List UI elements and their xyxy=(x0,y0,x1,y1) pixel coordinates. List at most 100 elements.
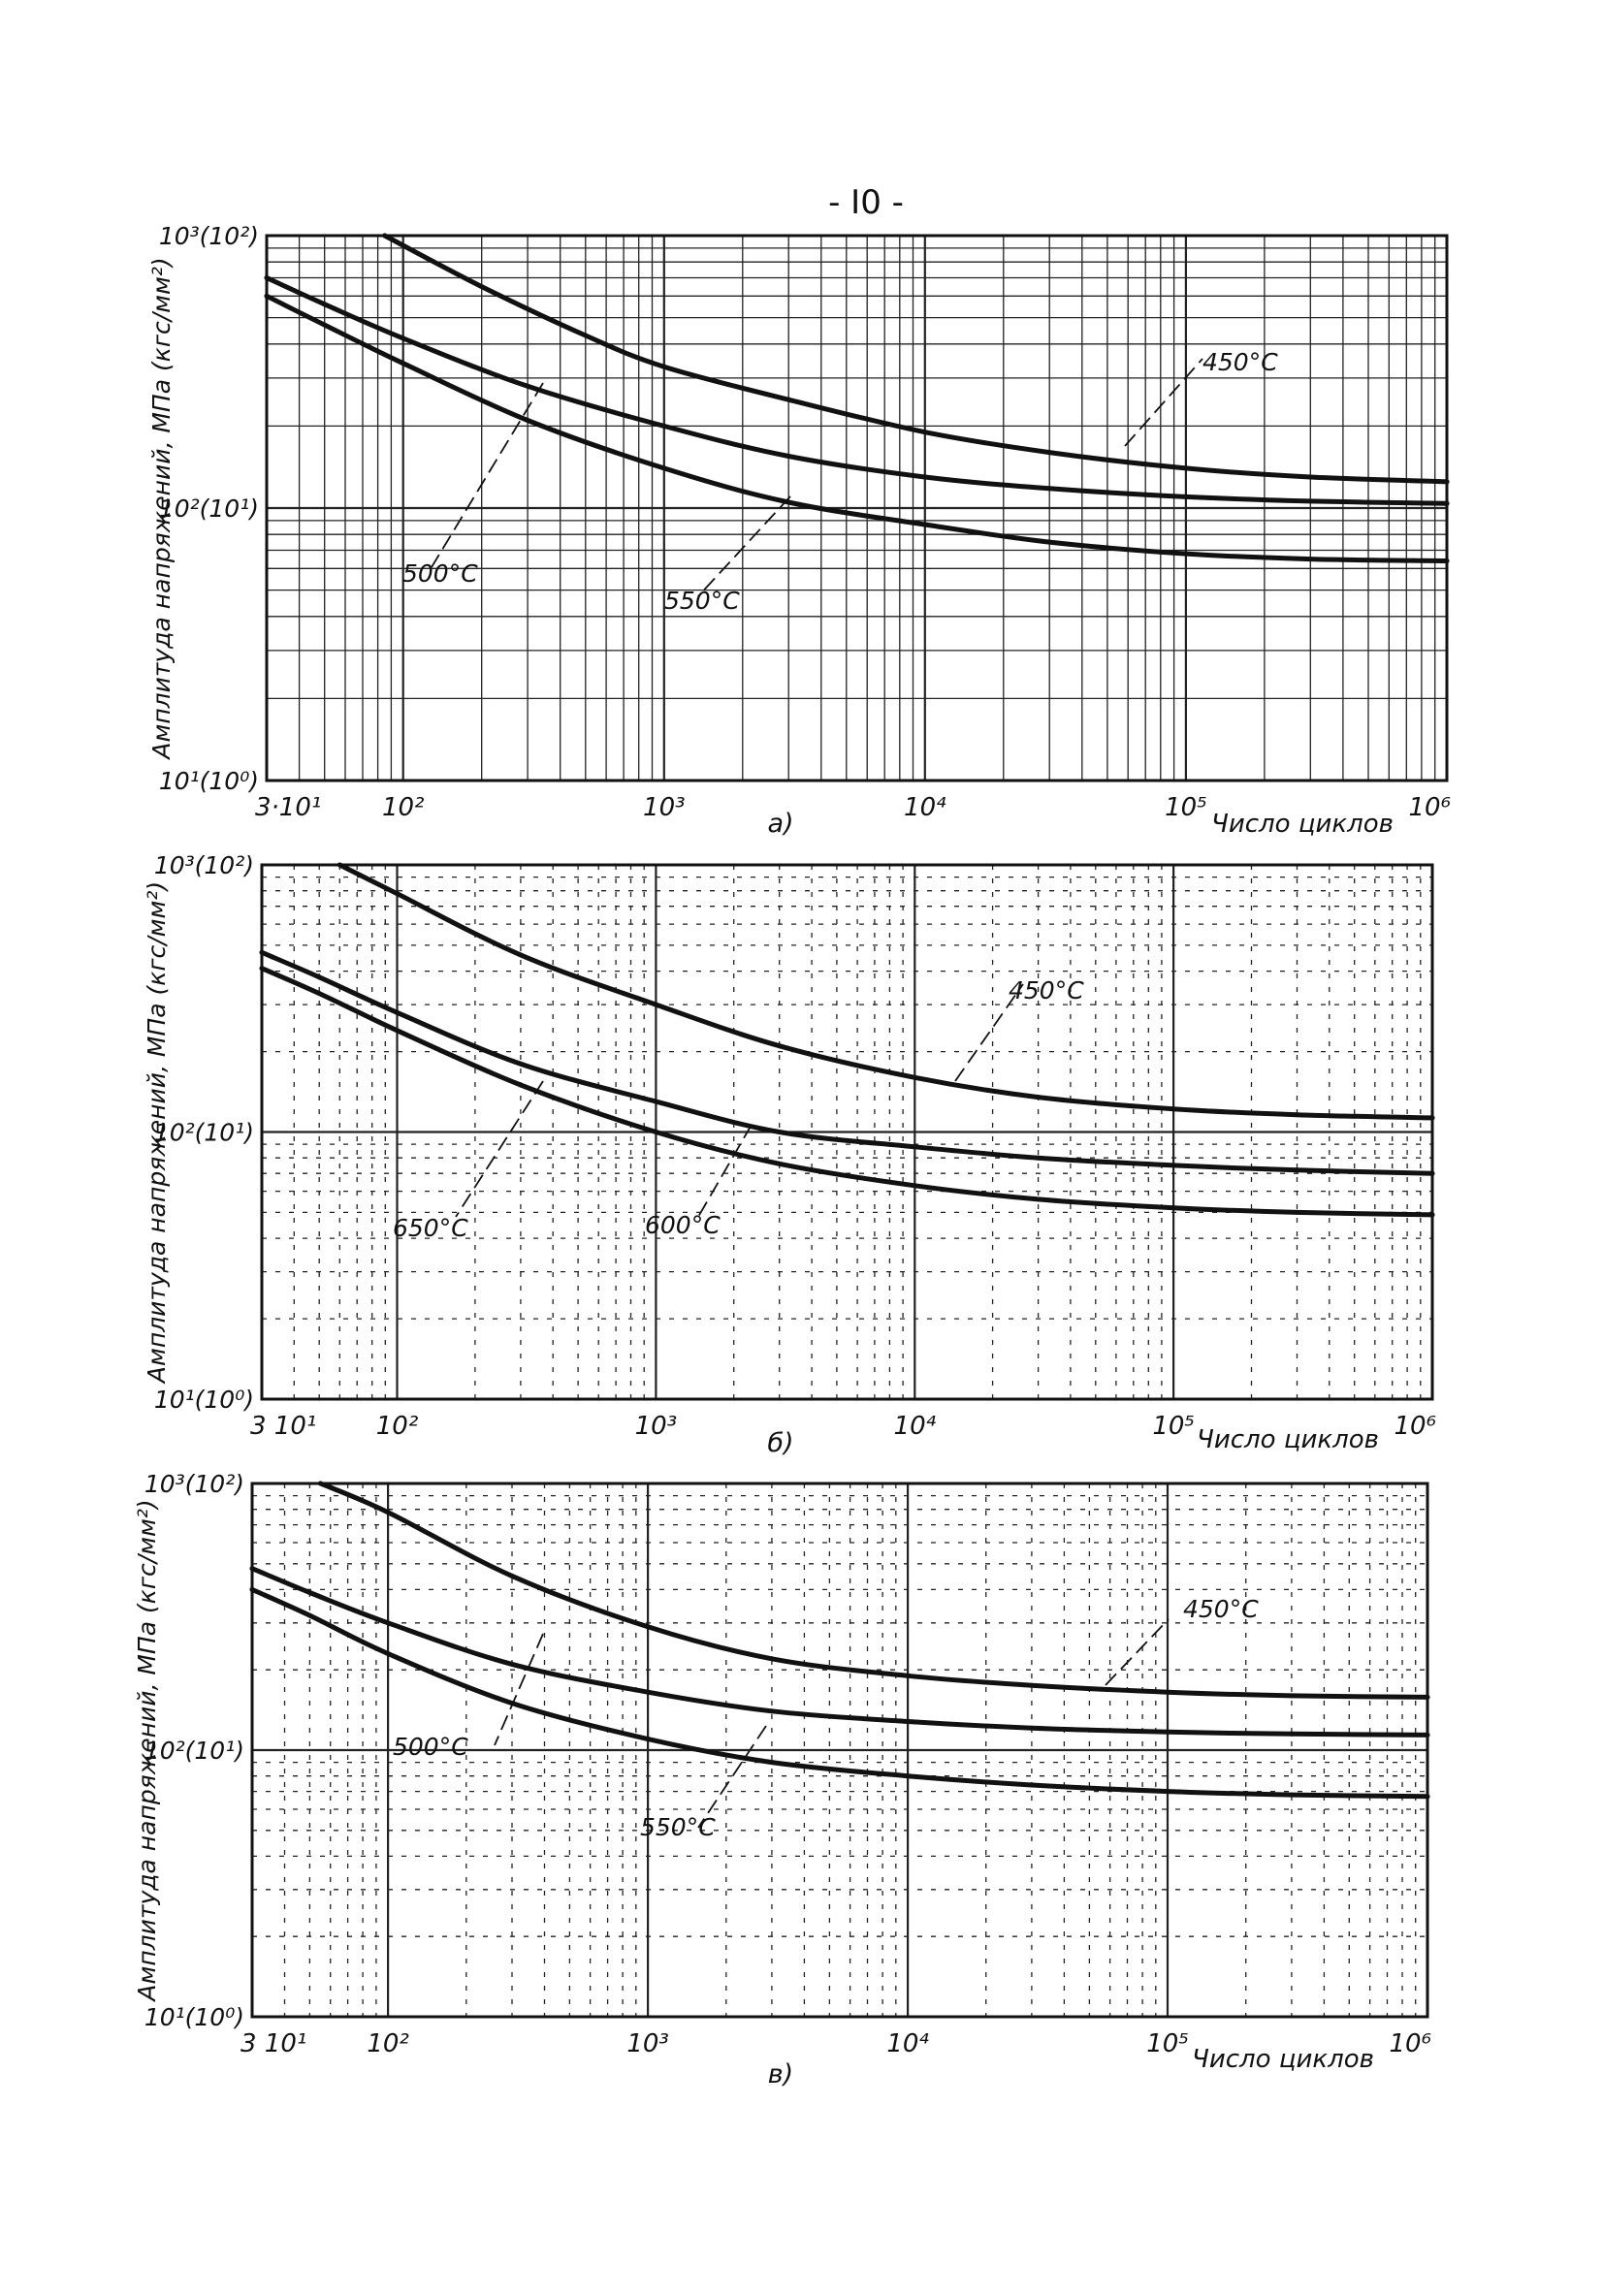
series-group xyxy=(264,233,1450,563)
data-point-500-c xyxy=(1165,1729,1170,1735)
x-tick-label: 10³ xyxy=(626,2029,669,2058)
x-tick-label: 10⁶ xyxy=(1389,2029,1431,2058)
series-line-650-c xyxy=(259,966,1435,1218)
plot-frame xyxy=(260,863,1434,1401)
x-tick-labels: 3 10¹ 10² 10³ 10⁴ 10⁵ 10⁶ xyxy=(250,1412,1436,1441)
data-point-500-c xyxy=(1029,1725,1035,1731)
y-axis-label: Амплитуда напряжений, МПа (кгс/мм²) xyxy=(147,257,176,760)
data-point-600-c xyxy=(912,1144,917,1150)
grid xyxy=(267,236,1447,781)
data-point-450-c xyxy=(1165,1689,1170,1695)
leader-line xyxy=(697,1725,767,1829)
data-point-550-c xyxy=(645,1737,651,1742)
series-label-500-c: 500°C xyxy=(402,559,478,588)
data-point-600-c xyxy=(1429,1170,1435,1176)
data-point-600-c xyxy=(1170,1163,1176,1168)
data-point-550-c xyxy=(769,1760,775,1766)
leader-lines: 450°C 600°C 650°C xyxy=(393,976,1084,1242)
leader-line xyxy=(697,495,791,597)
x-tick-label: 10³ xyxy=(635,1412,678,1441)
data-point-450-c xyxy=(1036,1095,1042,1100)
data-point-500-c xyxy=(645,1689,651,1695)
data-point-500-c xyxy=(401,335,406,341)
data-point-500-c xyxy=(509,1661,515,1667)
y-tick-label: 10²(10¹) xyxy=(159,494,259,523)
data-point-450-c xyxy=(382,233,388,239)
data-point-600-c xyxy=(1295,1167,1299,1173)
panel-label: в) xyxy=(768,2059,793,2089)
data-point-550-c xyxy=(306,1612,312,1618)
grid xyxy=(262,865,1432,1399)
data-point-550-c xyxy=(322,322,328,328)
x-tick-label: 3 10¹ xyxy=(240,2029,306,2058)
data-point-500-c xyxy=(525,383,530,389)
data-point-600-c xyxy=(395,1009,400,1015)
x-tick-label: 10² xyxy=(382,793,425,822)
plot-frame xyxy=(265,234,1449,782)
data-point-450-c xyxy=(1183,465,1189,471)
x-tick-label: 10⁵ xyxy=(1152,1412,1195,1441)
x-axis-label: Число циклов xyxy=(1192,2045,1374,2074)
data-point-500-c xyxy=(249,1566,255,1572)
data-point-550-c xyxy=(1165,1789,1170,1795)
data-point-450-c xyxy=(318,1481,323,1486)
x-tick-label: 10⁶ xyxy=(1394,1412,1436,1441)
data-point-600-c xyxy=(777,1130,783,1134)
data-point-550-c xyxy=(1307,557,1313,562)
data-point-600-c xyxy=(1036,1155,1042,1161)
series-line-450-c xyxy=(318,1481,1430,1700)
data-point-450-c xyxy=(645,1624,651,1630)
y-tick-label: 10³(10²) xyxy=(159,222,259,250)
x-tick-labels: 3·10¹ 10² 10³ 10⁴ 10⁵ 10⁶ xyxy=(255,793,1451,822)
series-label-500-c: 500°C xyxy=(393,1733,468,1761)
data-point-550-c xyxy=(385,1651,391,1656)
data-point-500-c xyxy=(661,423,667,429)
data-point-550-c xyxy=(264,293,270,299)
data-point-450-c xyxy=(509,1573,515,1578)
y-tick-labels: 10³(10²) 10²(10¹) 10¹(10⁰) xyxy=(154,851,254,1414)
data-point-550-c xyxy=(1046,539,1052,545)
data-point-450-c xyxy=(785,397,791,402)
data-point-500-c xyxy=(1183,494,1189,499)
data-point-650-c xyxy=(395,1028,400,1034)
data-point-450-c xyxy=(395,891,400,897)
data-point-450-c xyxy=(1295,1112,1299,1118)
data-point-650-c xyxy=(259,966,265,972)
series-label-550-c: 550°C xyxy=(664,587,740,615)
data-point-550-c xyxy=(661,465,667,471)
data-point-600-c xyxy=(259,949,265,955)
y-tick-label: 10³(10²) xyxy=(154,851,254,879)
data-point-500-c xyxy=(306,1590,312,1595)
data-point-600-c xyxy=(316,974,322,980)
data-point-650-c xyxy=(1429,1212,1435,1218)
x-tick-labels: 3 10¹ 10² 10³ 10⁴ 10⁵ 10⁶ xyxy=(240,2029,1431,2058)
data-point-600-c xyxy=(653,1099,658,1104)
data-point-450-c xyxy=(777,1043,783,1049)
data-point-550-c xyxy=(401,361,406,367)
data-point-450-c xyxy=(1029,1682,1035,1688)
data-point-450-c xyxy=(1429,1115,1435,1121)
data-point-500-c xyxy=(1444,500,1450,506)
data-point-650-c xyxy=(1295,1209,1299,1215)
series-label-650-c: 650°C xyxy=(393,1214,468,1242)
series-line-450-c xyxy=(337,862,1435,1121)
x-tick-label: 10⁵ xyxy=(1165,793,1207,822)
y-tick-label: 10¹(10⁰) xyxy=(159,767,259,795)
x-tick-label: 3 10¹ xyxy=(250,1412,316,1441)
data-point-500-c xyxy=(1289,1731,1295,1737)
y-tick-labels: 10³(10²) 10²(10¹) 10¹(10⁰) xyxy=(144,1470,244,2031)
series-group xyxy=(259,862,1435,1218)
data-point-450-c xyxy=(337,862,342,868)
data-point-650-c xyxy=(316,991,322,997)
x-tick-label: 10⁴ xyxy=(904,793,946,822)
data-point-550-c xyxy=(1289,1792,1295,1798)
data-point-550-c xyxy=(1425,1794,1430,1800)
data-point-450-c xyxy=(1307,474,1313,480)
chart-panel-a: 450°C 500°C 550°C 10³(10²) 10²(10¹) 10¹(10⁰)… xyxy=(147,222,1451,839)
data-point-500-c xyxy=(322,302,328,307)
data-point-450-c xyxy=(1444,479,1450,485)
leader-lines: 450°C 500°C 550°C xyxy=(402,348,1278,615)
data-point-550-c xyxy=(1183,551,1189,557)
